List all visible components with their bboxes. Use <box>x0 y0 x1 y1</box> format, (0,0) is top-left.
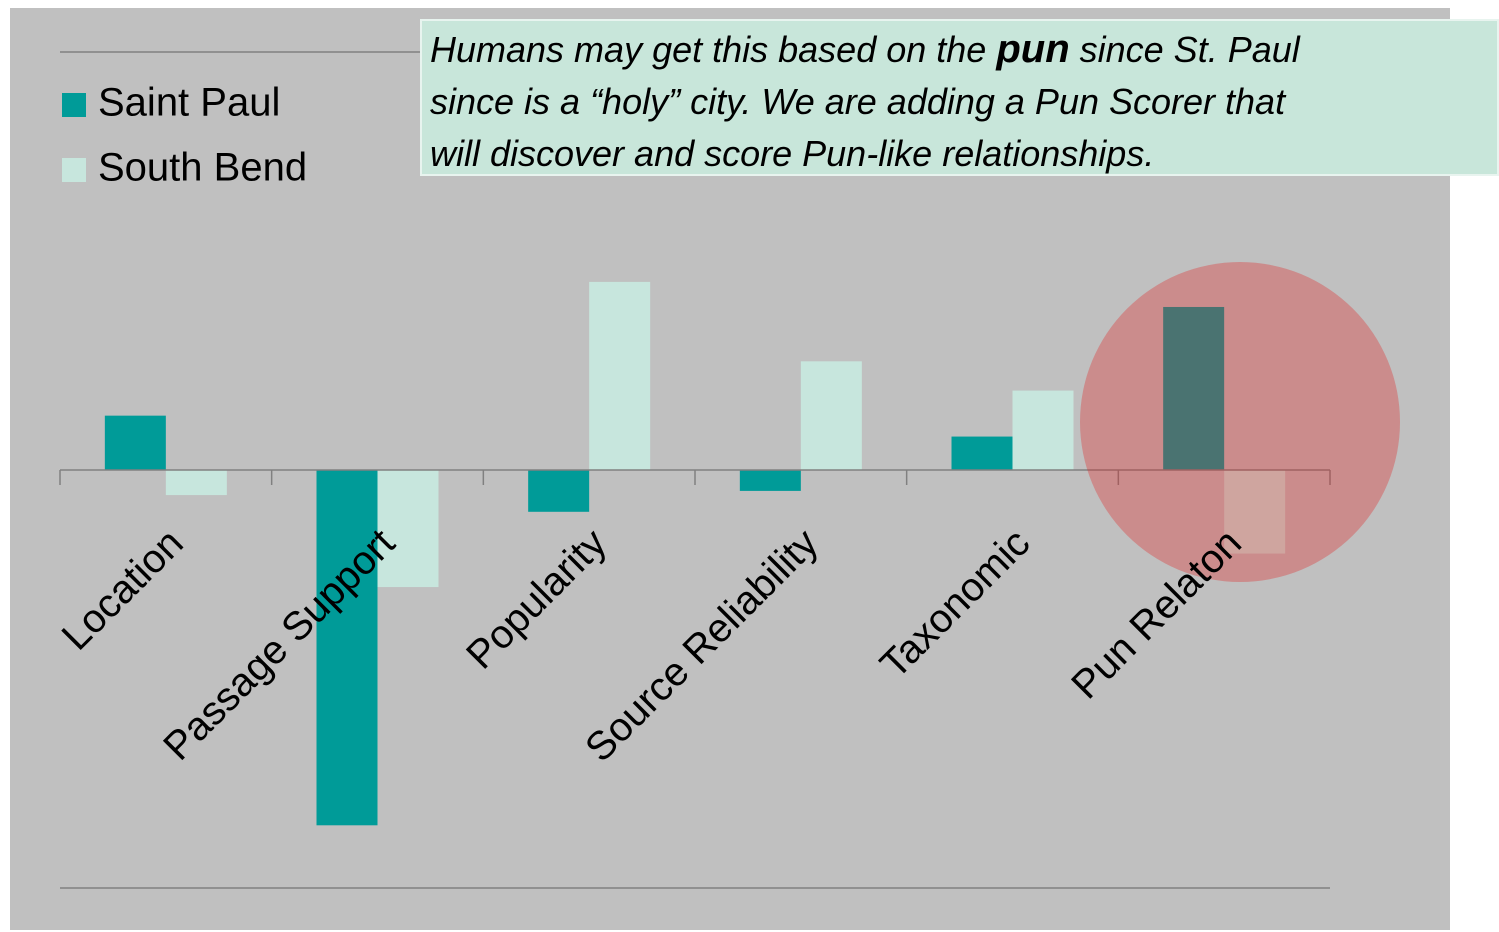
annotation-line: Humans may get this based on the pun sin… <box>430 27 1301 71</box>
annotation-box <box>420 19 1499 176</box>
bar <box>800 361 862 470</box>
bars <box>104 281 1286 826</box>
bar <box>1163 306 1225 470</box>
bar <box>316 470 378 826</box>
annotation: Humans may get this based on the pun sin… <box>430 27 1301 174</box>
bar <box>589 281 651 470</box>
annotation-line: since is a “holy” city. We are adding a … <box>430 81 1287 122</box>
bar <box>104 415 166 470</box>
annotation-text: since is a “holy” city. We are adding a … <box>430 81 1287 122</box>
legend: Saint Paul South Bend <box>62 81 307 190</box>
bar <box>739 470 801 491</box>
highlight-circle <box>1080 262 1400 582</box>
bar <box>951 436 1013 470</box>
bar <box>528 470 590 512</box>
bar <box>1224 470 1286 554</box>
bar <box>1012 390 1074 470</box>
annotation-text: since St. Paul <box>1070 29 1301 70</box>
annotation-text: Humans may get this based on the <box>430 29 996 70</box>
bar <box>377 470 439 588</box>
bar <box>165 470 227 496</box>
annotation-text: will discover and score Pun-like relatio… <box>430 133 1154 174</box>
annotation-text: pun <box>995 27 1069 71</box>
x-axis <box>59 469 1331 485</box>
legend-label: Saint Paul <box>98 81 280 125</box>
annotation-line: will discover and score Pun-like relatio… <box>430 133 1154 174</box>
legend-label: South Bend <box>98 146 307 190</box>
legend-swatch <box>62 93 86 117</box>
legend-swatch <box>62 158 86 182</box>
